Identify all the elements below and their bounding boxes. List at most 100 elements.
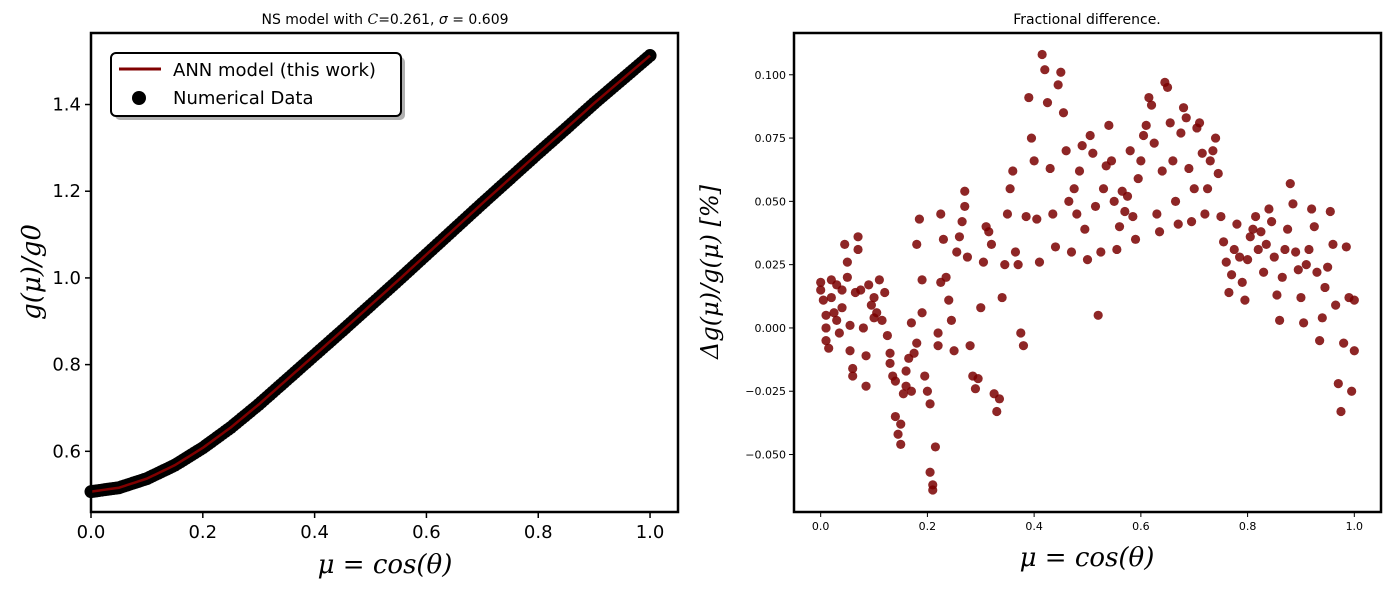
fractional-difference-point — [1173, 219, 1183, 229]
fractional-difference-point — [845, 320, 855, 331]
fractional-difference-point — [1288, 199, 1298, 209]
y-tick-label: 1.0 — [52, 268, 81, 289]
fractional-difference-point — [1261, 239, 1271, 249]
fractional-difference-point — [906, 386, 917, 396]
fractional-difference-point — [912, 239, 922, 249]
fractional-difference-point — [1026, 133, 1037, 143]
left-x-axis: 0.0 0.2 0.4 0.6 0.8 1.0 — [77, 512, 664, 543]
fractional-difference-point — [1013, 260, 1023, 270]
x-tick-label: 0.8 — [1239, 520, 1257, 533]
fractional-difference-point — [1240, 295, 1250, 305]
fractional-difference-point — [880, 287, 890, 298]
fractional-difference-point — [941, 272, 951, 282]
fractional-difference-point — [1259, 267, 1269, 277]
fractional-difference-point — [1184, 163, 1194, 174]
y-tick-label: 0.050 — [755, 195, 787, 208]
fractional-difference-point — [1176, 128, 1186, 138]
fractional-difference-point — [1034, 257, 1045, 267]
fractional-difference-point — [1069, 184, 1079, 194]
fractional-difference-point — [1320, 282, 1330, 293]
fractional-difference-point — [1154, 227, 1165, 237]
fractional-difference-point — [1125, 146, 1135, 156]
fractional-difference-point — [997, 292, 1007, 303]
fractional-difference-point — [1040, 65, 1050, 75]
fractional-difference-point — [1253, 244, 1263, 255]
fractional-difference-point — [1304, 244, 1314, 255]
fractional-difference-point — [1224, 287, 1234, 298]
x-tick-label: 0.2 — [188, 522, 217, 543]
fractional-difference-point — [1283, 224, 1293, 234]
fractional-difference-point — [893, 429, 903, 439]
fractional-difference-point — [1165, 118, 1175, 128]
legend-entry-numerical: Numerical Data — [173, 88, 314, 109]
fractional-difference-point — [925, 467, 935, 477]
fractional-difference-point — [898, 389, 909, 399]
fractional-difference-point — [1130, 234, 1141, 244]
fractional-difference-point — [1291, 247, 1301, 257]
fractional-difference-point — [1317, 313, 1327, 323]
fractional-difference-point — [842, 257, 852, 267]
fractional-difference-point — [1090, 201, 1101, 212]
fractional-difference-point — [1349, 295, 1359, 305]
fractional-difference-point — [1339, 338, 1349, 348]
fractional-difference-point — [1024, 92, 1034, 103]
fractional-difference-point — [1045, 163, 1055, 174]
fractional-difference-point — [1050, 242, 1061, 252]
fractional-difference-point — [861, 381, 871, 391]
fractional-difference-point — [874, 275, 884, 285]
fractional-difference-point — [1053, 80, 1063, 90]
legend-marker-swatch — [132, 91, 146, 105]
fractional-difference-point — [1104, 120, 1114, 131]
fractional-difference-point — [1269, 252, 1279, 262]
fractional-difference-point — [1096, 247, 1106, 257]
fractional-difference-point — [837, 285, 847, 295]
fractional-difference-point — [1202, 184, 1213, 194]
fractional-difference-point — [1216, 211, 1226, 222]
left-chart: NS model with C=0.261, σ = 0.609 0.0 0.2 0… — [17, 12, 680, 580]
fractional-difference-point — [848, 371, 858, 381]
fractional-difference-point — [1315, 336, 1325, 346]
fractional-difference-point — [912, 338, 922, 348]
fractional-difference-point — [1264, 204, 1274, 214]
right-y-axis: −0.050 −0.025 0.000 0.025 0.050 0.075 0.100 — [745, 69, 794, 462]
fractional-difference-point — [1245, 232, 1255, 242]
left-plot-marks — [84, 49, 657, 499]
fractional-difference-point — [938, 234, 949, 244]
legend-entry-ann: ANN model (this work) — [173, 60, 376, 81]
fractional-difference-point — [1189, 184, 1199, 194]
fractional-difference-point — [1021, 211, 1031, 222]
fractional-difference-point — [1120, 206, 1130, 217]
x-tick-label: 0.2 — [919, 520, 937, 533]
fractional-difference-point — [906, 318, 917, 328]
fractional-difference-point — [864, 280, 874, 290]
y-tick-label: 0.025 — [755, 259, 787, 272]
left-x-axis-label: μ = cos(θ) — [318, 550, 453, 580]
fractional-difference-point — [973, 373, 983, 384]
fractional-difference-point — [845, 346, 855, 356]
fractional-difference-point — [872, 308, 882, 318]
fractional-difference-point — [1226, 270, 1237, 280]
right-x-axis-label: μ = cos(θ) — [1020, 543, 1155, 573]
fractional-difference-point — [1074, 166, 1085, 176]
y-tick-label: 1.2 — [52, 181, 81, 202]
fractional-difference-point — [957, 217, 967, 227]
fractional-difference-point — [1280, 244, 1290, 255]
fractional-difference-point — [866, 300, 876, 310]
fractional-difference-point — [1251, 211, 1261, 222]
right-plot-frame — [792, 31, 1383, 514]
fractional-difference-point — [1213, 168, 1223, 179]
fractional-difference-point — [1205, 156, 1215, 166]
fractional-difference-point — [1008, 166, 1018, 176]
y-tick-label: −0.025 — [745, 385, 786, 398]
y-tick-label: −0.050 — [745, 449, 786, 462]
fractional-difference-point — [861, 351, 871, 361]
fractional-difference-point — [960, 186, 970, 196]
fractional-difference-point — [1168, 156, 1178, 166]
fractional-difference-point — [984, 227, 994, 237]
fractional-difference-point — [917, 275, 927, 285]
fractional-difference-point — [960, 201, 970, 212]
fractional-difference-point — [1232, 219, 1242, 229]
fractional-difference-point — [1256, 227, 1266, 237]
fractional-difference-point — [1141, 120, 1151, 131]
